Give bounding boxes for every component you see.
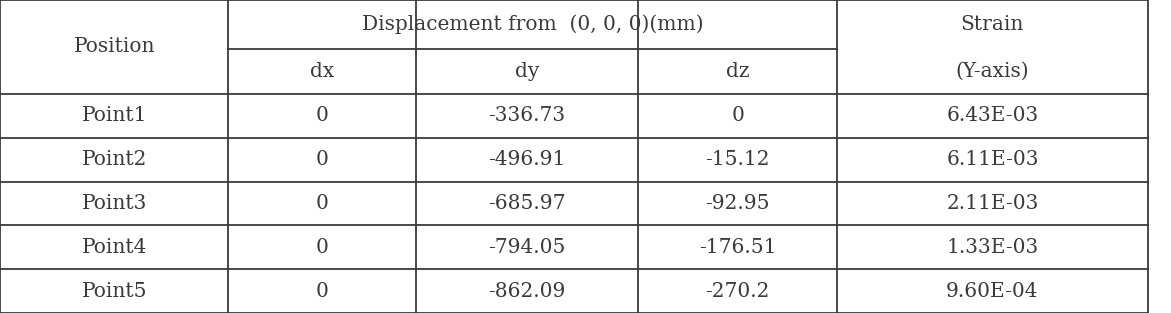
Text: -92.95: -92.95 xyxy=(705,194,771,213)
Text: (Y-axis): (Y-axis) xyxy=(956,62,1029,81)
Text: -15.12: -15.12 xyxy=(705,150,771,169)
Text: -336.73: -336.73 xyxy=(488,106,566,125)
Text: Point5: Point5 xyxy=(82,282,146,300)
Text: dx: dx xyxy=(310,62,334,81)
Text: Displacement from  (0, 0, 0)(mm): Displacement from (0, 0, 0)(mm) xyxy=(362,14,704,34)
Text: dy: dy xyxy=(515,62,539,81)
Text: Point2: Point2 xyxy=(82,150,146,169)
Text: 0: 0 xyxy=(732,106,744,125)
Text: Strain: Strain xyxy=(960,15,1025,34)
Text: 0: 0 xyxy=(316,282,328,300)
Text: -270.2: -270.2 xyxy=(706,282,769,300)
Text: 0: 0 xyxy=(316,194,328,213)
Text: -862.09: -862.09 xyxy=(488,282,566,300)
Text: Point1: Point1 xyxy=(82,106,146,125)
Text: 6.43E-03: 6.43E-03 xyxy=(946,106,1039,125)
Text: 2.11E-03: 2.11E-03 xyxy=(946,194,1039,213)
Text: dz: dz xyxy=(726,62,749,81)
Text: -496.91: -496.91 xyxy=(488,150,566,169)
Text: 1.33E-03: 1.33E-03 xyxy=(946,238,1039,257)
Text: 0: 0 xyxy=(316,238,328,257)
Text: 6.11E-03: 6.11E-03 xyxy=(946,150,1039,169)
Text: 0: 0 xyxy=(316,150,328,169)
Text: -794.05: -794.05 xyxy=(488,238,566,257)
Text: Point3: Point3 xyxy=(82,194,146,213)
Text: -685.97: -685.97 xyxy=(488,194,566,213)
Text: Point4: Point4 xyxy=(82,238,146,257)
Text: Position: Position xyxy=(74,38,155,56)
Text: -176.51: -176.51 xyxy=(699,238,776,257)
Text: 9.60E-04: 9.60E-04 xyxy=(946,282,1039,300)
Text: 0: 0 xyxy=(316,106,328,125)
